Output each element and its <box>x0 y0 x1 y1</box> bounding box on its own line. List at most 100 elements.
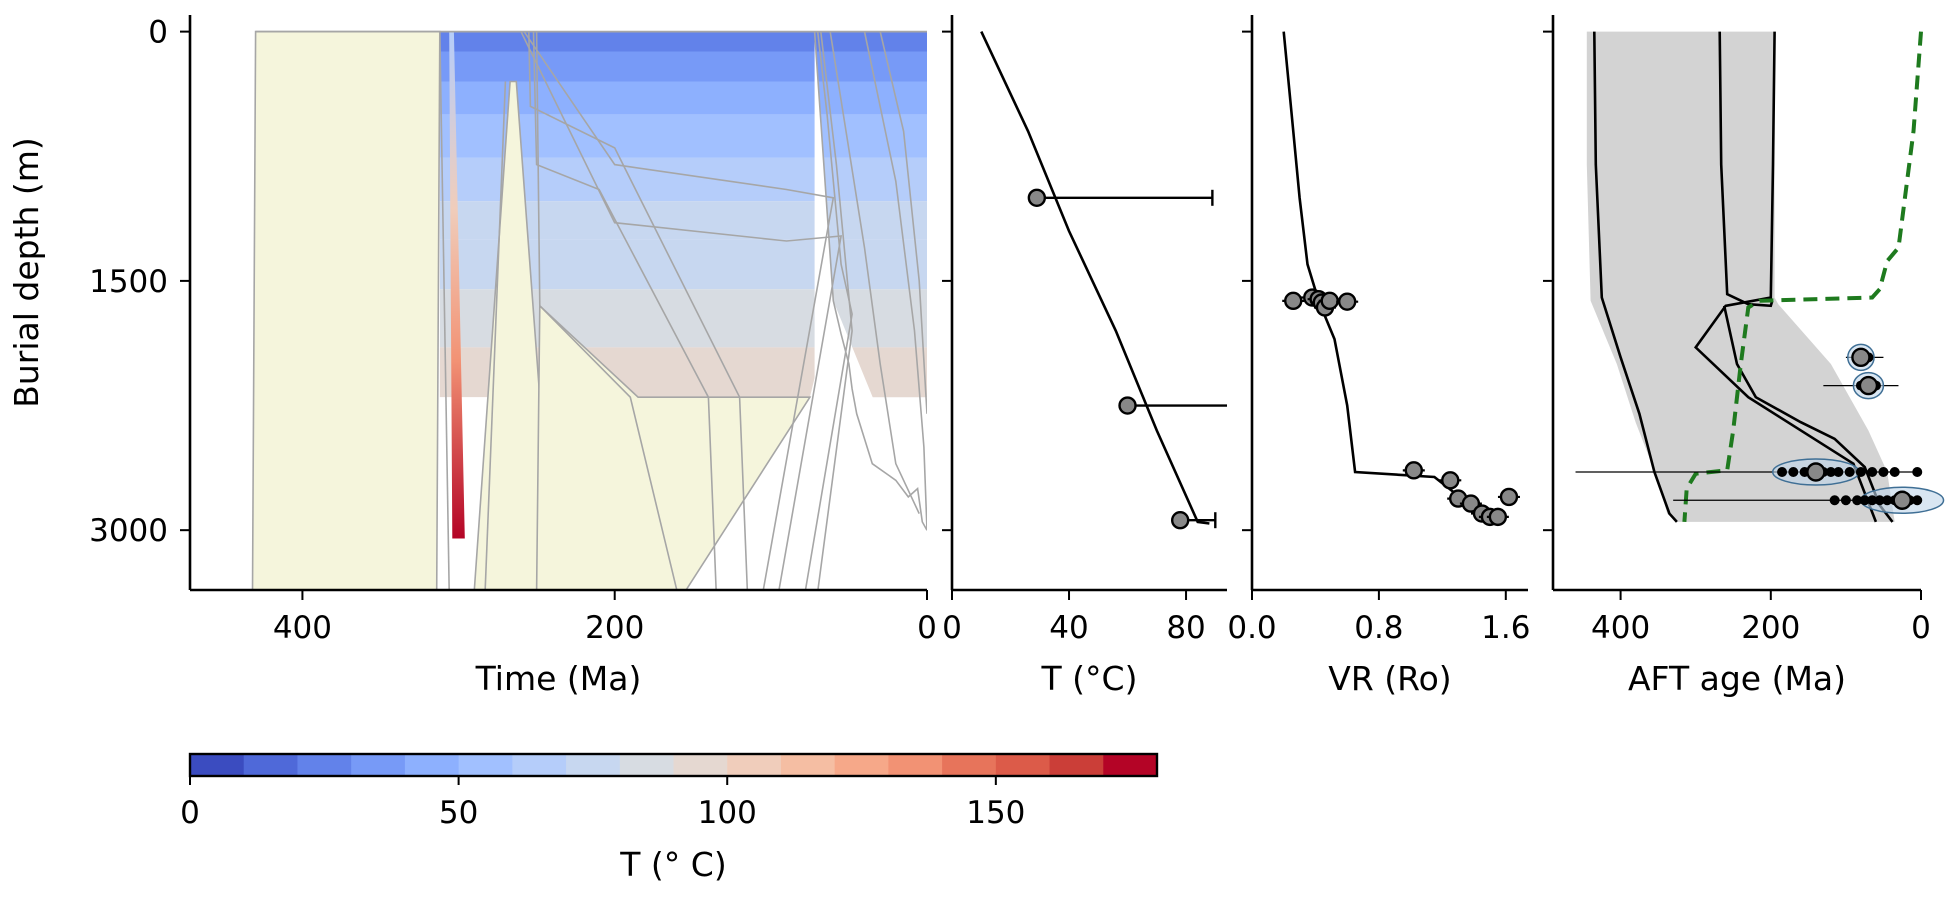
colorbar-swatch <box>1103 754 1158 776</box>
unit-boundary-line <box>863 31 927 531</box>
x-tick-label: 200 <box>1741 610 1800 646</box>
axes-vitrinite: 0.0 0.8 1.6 VR (Ro) <box>1227 15 1530 698</box>
x-tick-label: 0.0 <box>1227 610 1276 646</box>
unit-boundary-line <box>829 31 920 514</box>
colorbar-swatch <box>995 754 1051 776</box>
axes-aft: 400 200 0 AFT age (Ma) <box>1543 15 1931 698</box>
axes-burial: 400 200 0 0 1500 3000 Time (Ma) Burial depth (m… <box>7 15 937 698</box>
x-axis-label: VR (Ro) <box>1328 659 1451 698</box>
y-tick-label: 0 <box>148 15 168 51</box>
unit-boundary-line <box>439 31 450 590</box>
model-temperature-line <box>980 31 1210 525</box>
temperature-band <box>439 31 927 52</box>
aft-grain-age <box>1833 467 1844 478</box>
aft-grain-age <box>1867 467 1878 478</box>
aft-grain-age <box>1788 467 1799 478</box>
cream-region <box>251 30 441 590</box>
y-tick-label: 3000 <box>89 513 168 549</box>
x-tick-label: 40 <box>1049 610 1088 646</box>
burial-inner <box>251 30 927 590</box>
temperature-band <box>439 201 927 240</box>
observed-temperature-point <box>1170 511 1190 530</box>
aft-model-line <box>1718 31 1774 308</box>
temperature-band <box>439 81 927 115</box>
aft-central-age <box>1858 375 1879 396</box>
colorbar-swatch <box>458 754 513 776</box>
temperature-band <box>439 239 927 290</box>
colorbar-swatch <box>888 754 943 776</box>
colorbar-tick-label: 150 <box>966 795 1025 831</box>
observed-vr-point <box>1488 507 1508 527</box>
aft-grain-age <box>1844 467 1855 478</box>
x-tick-label: 0 <box>917 610 937 646</box>
colorbar-swatch <box>834 754 889 776</box>
unit-boundary-line <box>484 81 507 590</box>
aft-grain-age <box>1912 467 1923 478</box>
temperature-plot <box>980 31 1227 530</box>
observed-vr-point <box>1499 487 1519 507</box>
aft-central-age <box>1851 347 1871 368</box>
aft-grain-age <box>1882 495 1893 506</box>
unit-boundary-line <box>804 31 853 590</box>
aft-plot <box>1575 31 1945 523</box>
colorbar-swatch <box>780 754 836 776</box>
colorbar-swatch <box>297 754 352 776</box>
aft-central-age <box>1892 490 1912 510</box>
colorbar-swatch <box>190 754 245 776</box>
aft-grain-age <box>1878 467 1889 478</box>
hot-wedge <box>439 31 465 539</box>
aft-grain-age <box>1859 495 1870 506</box>
observed-vr-point <box>1320 291 1339 311</box>
x-tick-label: 0 <box>942 610 962 646</box>
observed-vr-point <box>1284 291 1303 311</box>
burial-plot <box>251 30 927 590</box>
aft-dashed-line <box>1682 31 1923 523</box>
aft-model-line <box>1693 31 1878 523</box>
unit-boundary-line <box>523 31 835 590</box>
x-tick-label: 80 <box>1166 610 1205 646</box>
aft-grain-age <box>1829 495 1840 506</box>
colorbar-swatch <box>512 754 567 776</box>
temperature-band <box>439 157 927 202</box>
x-tick-label: 400 <box>273 610 332 646</box>
colorbar-tick-label: 0 <box>180 795 200 831</box>
aft-grain-age <box>1840 495 1851 506</box>
unit-boundary-line <box>879 31 927 414</box>
unit-boundary-line <box>535 31 678 590</box>
x-tick-label: 0.8 <box>1354 610 1403 646</box>
x-tick-label: 1.6 <box>1481 610 1530 646</box>
x-axis-label: AFT age (Ma) <box>1628 659 1846 698</box>
aft-grain-age <box>1867 495 1878 506</box>
spike-profile-line <box>813 31 927 531</box>
aft-grain-age <box>1852 495 1863 506</box>
observed-vr-point <box>1404 461 1423 480</box>
colorbar-tick-label: 100 <box>698 795 757 831</box>
colorbar-swatch <box>566 754 621 776</box>
y-axis-label: Burial depth (m) <box>7 137 46 408</box>
colorbar-label: T (° C) <box>619 845 726 884</box>
observed-vr-point <box>1461 494 1481 513</box>
temperature-band <box>439 114 927 158</box>
cream-region <box>535 303 812 590</box>
temperature-band <box>439 51 927 82</box>
colorbar-swatch <box>619 754 674 776</box>
x-tick-label: 0 <box>1911 610 1931 646</box>
x-tick-label: 400 <box>1591 610 1650 646</box>
unit-boundary-line <box>528 31 749 590</box>
observed-temperature-point <box>1118 396 1137 415</box>
aft-grain-age <box>1777 467 1788 478</box>
x-axis-label: Time (Ma) <box>475 659 642 698</box>
aft-central-age <box>1806 462 1826 482</box>
colorbar: 0 50 100 150 T (° C) <box>180 752 1159 884</box>
aft-model-line <box>1593 31 1678 523</box>
aft-grain-age <box>1825 467 1836 478</box>
colorbar-swatch <box>942 754 997 776</box>
vitrinite-plot <box>1282 31 1520 527</box>
unit-boundary-line <box>817 31 853 590</box>
no-data-spike <box>814 31 927 590</box>
colorbar-swatch <box>404 754 460 776</box>
x-tick-label: 200 <box>585 610 644 646</box>
colorbar-swatch <box>243 754 298 776</box>
observed-vr-point <box>1441 471 1460 490</box>
